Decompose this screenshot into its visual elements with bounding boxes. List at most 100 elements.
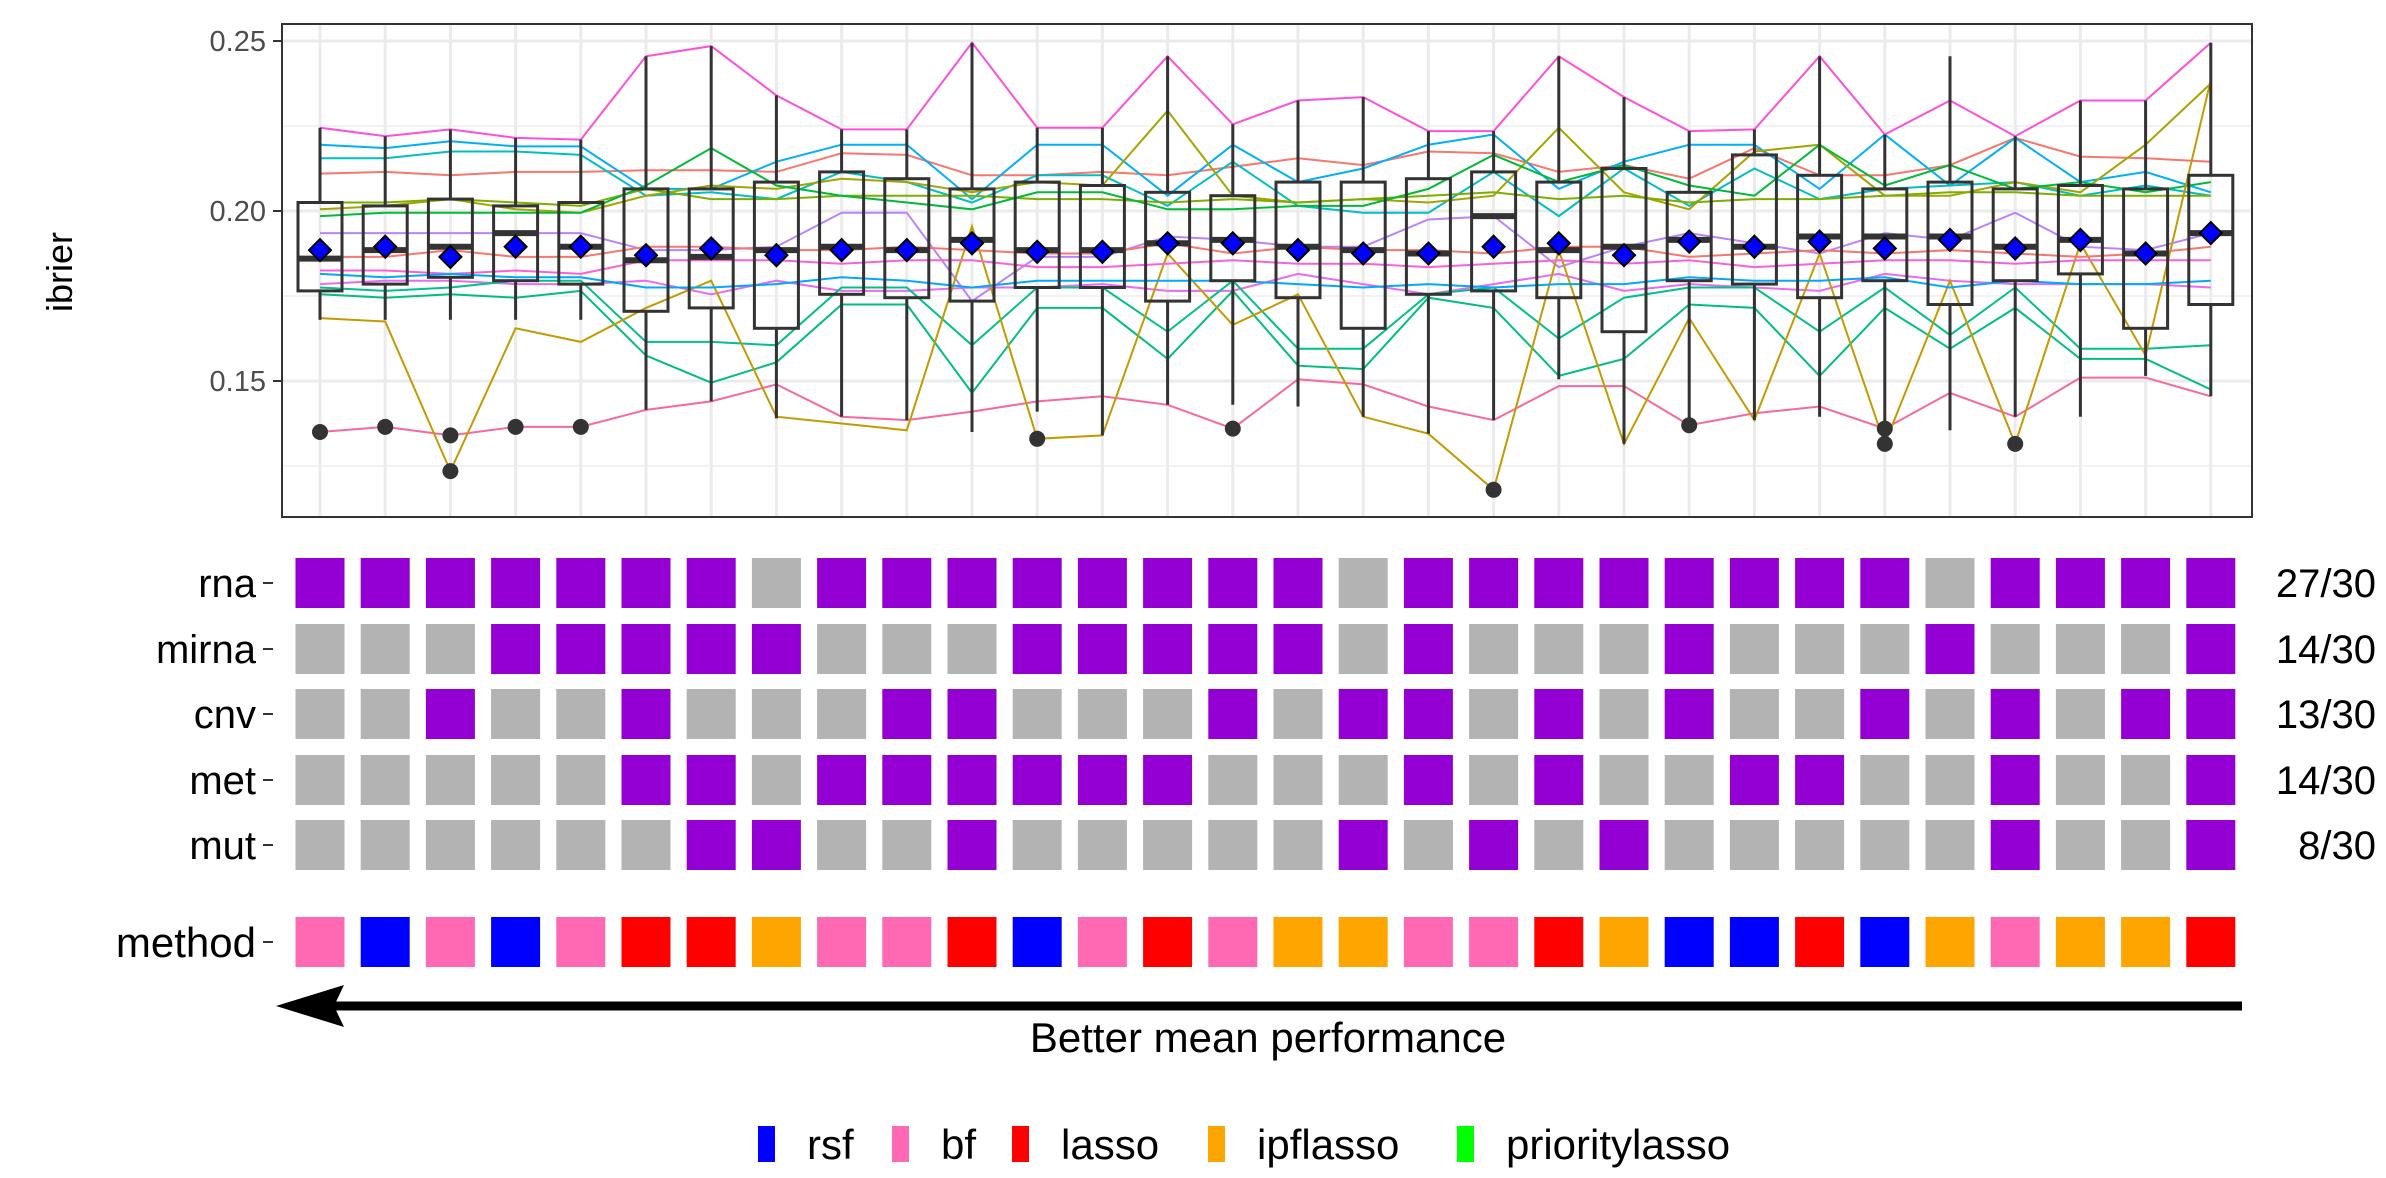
heatmap-cell xyxy=(686,820,736,870)
method-cell xyxy=(556,917,606,967)
method-cell xyxy=(2121,917,2171,967)
mean-marker xyxy=(1024,239,1050,265)
heatmap-cell xyxy=(1273,558,1323,608)
heatmap-cell xyxy=(1990,820,2040,870)
mean-marker xyxy=(2067,227,2093,253)
series-line-12 xyxy=(319,289,2212,395)
heatmap-cell xyxy=(1990,624,2040,674)
heatmap-cell xyxy=(1403,558,1453,608)
heatmap-cell xyxy=(2055,820,2105,870)
legend-swatch xyxy=(892,1126,909,1162)
heatmap-cell xyxy=(1403,755,1453,805)
box-iqr xyxy=(2122,187,2170,330)
box-iqr xyxy=(1078,184,1126,289)
heatmap-cell xyxy=(621,624,671,674)
method-cell xyxy=(1729,917,1779,967)
heatmap-cell xyxy=(2055,624,2105,674)
heatmap-cell xyxy=(817,820,867,870)
row-count: 14/30 xyxy=(2276,628,2376,672)
box-19 xyxy=(1470,131,1518,498)
method-cell xyxy=(1795,917,1845,967)
outlier-point xyxy=(1876,435,1893,452)
outlier-point xyxy=(1681,417,1698,434)
box-iqr xyxy=(948,187,996,303)
heatmap-cell xyxy=(817,624,867,674)
y-tick-label: 0.15 xyxy=(210,366,266,398)
heatmap-cell xyxy=(1599,689,1649,739)
heatmap-cell xyxy=(1664,624,1714,674)
box-28 xyxy=(2056,100,2104,417)
legend-label: bf xyxy=(941,1121,976,1168)
heatmap-cell xyxy=(1534,820,1584,870)
heatmap-cell xyxy=(1729,755,1779,805)
heatmap-cell xyxy=(1469,755,1519,805)
heatmap-cell xyxy=(947,558,997,608)
heatmap-cell xyxy=(751,689,801,739)
arrow-head xyxy=(276,985,344,1027)
y-tick-label: 0.20 xyxy=(210,196,266,228)
heatmap-cell xyxy=(2121,689,2171,739)
heatmap-cell xyxy=(1273,624,1323,674)
heatmap-cell xyxy=(882,689,932,739)
heatmap-cell xyxy=(491,755,541,805)
mean-marker xyxy=(1220,230,1246,256)
heatmap-cell xyxy=(947,689,997,739)
mean-marker xyxy=(633,242,659,268)
heatmap-cell xyxy=(425,558,475,608)
heatmap-cell xyxy=(686,689,736,739)
heatmap-cell xyxy=(882,755,932,805)
heatmap-cell xyxy=(556,689,606,739)
outlier-point xyxy=(1876,420,1893,437)
heatmap-cell xyxy=(1077,558,1127,608)
heatmap-cell xyxy=(2121,820,2171,870)
heatmap-cell xyxy=(491,624,541,674)
heatmap-cell xyxy=(751,624,801,674)
heatmap-cell xyxy=(1990,755,2040,805)
box-iqr xyxy=(426,197,474,279)
box-30 xyxy=(2187,42,2235,397)
heatmap-cell xyxy=(360,820,410,870)
heatmap-cell xyxy=(686,558,736,608)
legend-item-prioritylasso: prioritylasso xyxy=(1457,1121,1730,1168)
heatmap-cell xyxy=(1338,558,1388,608)
heatmap-cell xyxy=(751,558,801,608)
box-iqr xyxy=(1339,180,1387,330)
heatmap-cell xyxy=(947,820,997,870)
heatmap-cell xyxy=(1143,624,1193,674)
outlier-point xyxy=(1224,420,1241,437)
heatmap-cell xyxy=(556,755,606,805)
row-count: 13/30 xyxy=(2276,693,2376,737)
heatmap-cell xyxy=(1403,820,1453,870)
mean-marker xyxy=(829,237,855,263)
heatmap-cell xyxy=(1729,558,1779,608)
heatmap-cell xyxy=(360,689,410,739)
mean-marker xyxy=(1089,239,1115,265)
legend-item-ipflasso: ipflasso xyxy=(1208,1121,1399,1168)
heatmap-cell xyxy=(1143,755,1193,805)
heatmap-cell xyxy=(2055,689,2105,739)
outlier-point xyxy=(442,463,459,480)
heatmap-cell xyxy=(1273,755,1323,805)
heatmap-cell xyxy=(2186,689,2236,739)
heatmap-cell xyxy=(1143,820,1193,870)
mean-marker xyxy=(1807,229,1833,255)
mean-marker xyxy=(2133,241,2159,266)
heatmap-cell xyxy=(1469,624,1519,674)
heatmap-cell xyxy=(2121,624,2171,674)
box-4 xyxy=(492,137,540,435)
box-iqr xyxy=(1926,180,1974,307)
heatmap-cell xyxy=(1729,820,1779,870)
heatmap-cell xyxy=(1860,558,1910,608)
heatmap-cell xyxy=(1664,689,1714,739)
heatmap-cell xyxy=(1664,820,1714,870)
row-count: 27/30 xyxy=(2276,562,2376,606)
heatmap-cell xyxy=(1925,755,1975,805)
outlier-point xyxy=(377,418,394,435)
method-cell xyxy=(360,917,410,967)
heatmap-cell xyxy=(1534,689,1584,739)
heatmap-cell xyxy=(621,755,671,805)
heatmap-cell xyxy=(1795,558,1845,608)
legend-swatch xyxy=(1012,1126,1029,1162)
heatmap-cell xyxy=(1795,820,1845,870)
heatmap-cell xyxy=(817,755,867,805)
